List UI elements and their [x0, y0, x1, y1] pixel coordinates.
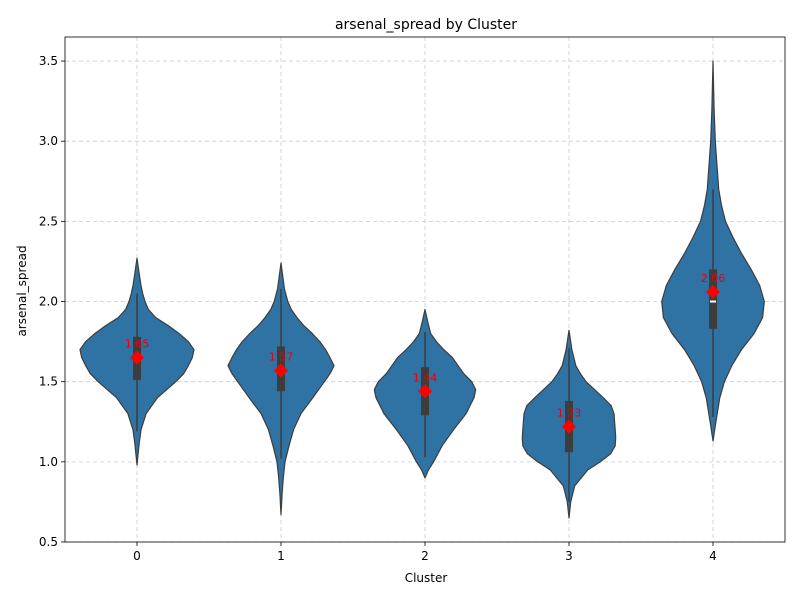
mean-marker — [562, 419, 576, 434]
violin-cluster-3: 1.23 — [521, 329, 617, 519]
x-tick-label: 4 — [709, 549, 717, 563]
violin-cluster-0: 1.65 — [79, 257, 195, 466]
y-tick-label: 0.5 — [39, 535, 58, 549]
x-tick-label: 3 — [565, 549, 573, 563]
violin-cluster-4: 2.06 — [661, 60, 765, 442]
mean-label: 1.44 — [413, 371, 438, 384]
chart-title: arsenal_spread by Cluster — [335, 17, 517, 33]
y-tick-label: 2.5 — [39, 214, 58, 228]
y-tick-label: 3.0 — [39, 134, 58, 148]
violin-cluster-1: 1.57 — [227, 262, 335, 516]
violin-cluster-2: 1.44 — [373, 308, 477, 479]
violin-iqr-box — [709, 269, 717, 329]
plot-frame — [64, 36, 786, 543]
axes: 0.5 1.0 1.5 2.0 2.5 3.0 3.5 0 1 2 3 4 — [39, 36, 786, 563]
mean-label: 1.57 — [269, 350, 294, 363]
x-tick-label: 2 — [421, 549, 429, 563]
mean-label: 1.65 — [125, 338, 150, 351]
mean-label: 2.06 — [701, 272, 726, 285]
x-tick-label: 1 — [277, 549, 285, 563]
mean-marker — [274, 363, 288, 378]
x-axis-label: Cluster — [405, 571, 448, 585]
mean-marker — [130, 350, 144, 365]
y-tick-label: 3.5 — [39, 54, 58, 68]
y-tick-label: 1.5 — [39, 375, 58, 389]
mean-label: 1.23 — [557, 407, 582, 420]
mean-marker — [706, 284, 720, 299]
x-tick-label: 0 — [133, 549, 141, 563]
y-tick-label: 2.0 — [39, 295, 58, 309]
mean-marker — [418, 384, 432, 399]
y-axis-label: arsenal_spread — [15, 245, 29, 336]
violins: 1.65 1.57 1.44 1.23 2.06 — [79, 60, 765, 519]
y-tick-label: 1.0 — [39, 455, 58, 469]
